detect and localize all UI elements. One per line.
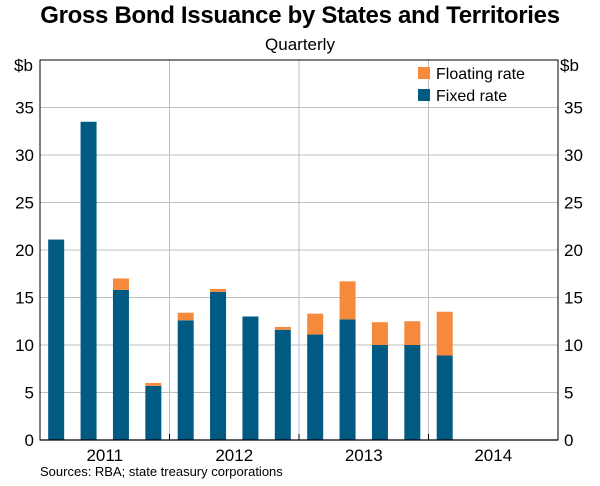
chart-subtitle: Quarterly <box>265 35 335 54</box>
axes: 0 0 5 5 10 10 15 15 20 20 25 25 30 30 35 35 2011 2012 2013… <box>15 59 583 465</box>
y-tick-left-0: 0 <box>25 431 34 450</box>
bar-fixed-Q1-2012 <box>274 329 291 440</box>
y-tick-right-35: 35 <box>564 99 583 118</box>
bar-fixed-Q2-2011 <box>177 320 194 440</box>
right-unit-label: $b <box>560 56 579 75</box>
bars <box>48 121 453 440</box>
y-tick-left-25: 25 <box>15 194 34 213</box>
bar-fixed-Q4-2012 <box>371 345 388 440</box>
bar-floating-Q3-2011 <box>210 288 227 292</box>
bar-fixed-Q1-2011 <box>145 385 162 440</box>
y-tick-left-5: 5 <box>25 384 34 403</box>
bar-floating-Q1-2012 <box>274 326 291 330</box>
bar-floating-Q1-2011 <box>145 383 162 386</box>
y-tick-left-35: 35 <box>15 99 34 118</box>
bar-fixed-Q2-2012 <box>307 334 324 440</box>
bar-floating-Q2-2011 <box>177 312 194 321</box>
bar-floating-Q4-2012 <box>371 322 388 345</box>
y-tick-right-5: 5 <box>564 384 573 403</box>
bar-fixed-Q4-2011 <box>242 316 259 440</box>
left-unit-label: $b <box>14 56 33 75</box>
bar-fixed-Q2-2013 <box>436 355 453 440</box>
bar-fixed-Q3-2010 <box>80 121 97 440</box>
bar-fixed-Q3-2012 <box>339 319 356 440</box>
x-year-label-2013: 2013 <box>345 446 383 465</box>
source-note: Sources: RBA; state treasury corporation… <box>40 464 283 479</box>
y-tick-right-0: 0 <box>564 431 573 450</box>
bar-fixed-Q4-2010 <box>112 289 129 440</box>
bar-fixed-Q1-2013 <box>404 345 421 440</box>
bar-floating-Q2-2012 <box>307 313 324 335</box>
bar-floating-Q2-2013 <box>436 311 453 356</box>
y-tick-right-30: 30 <box>564 146 583 165</box>
bar-floating-Q1-2013 <box>404 321 421 345</box>
legend-label-floating-rate: Floating rate <box>436 66 525 83</box>
bar-floating-Q4-2010 <box>112 278 129 290</box>
y-tick-right-25: 25 <box>564 194 583 213</box>
legend: Floating rate Fixed rate <box>418 66 525 105</box>
y-tick-right-10: 10 <box>564 336 583 355</box>
x-year-label-2011: 2011 <box>86 446 123 465</box>
chart-title: Gross Bond Issuance by States and Territ… <box>40 2 560 29</box>
y-tick-left-30: 30 <box>15 146 34 165</box>
x-year-label-2012: 2012 <box>215 446 253 465</box>
y-tick-right-15: 15 <box>564 289 583 308</box>
y-tick-left-15: 15 <box>15 289 34 308</box>
legend-label-fixed-rate: Fixed rate <box>436 88 507 105</box>
bar-fixed-Q3-2011 <box>210 291 227 440</box>
legend-swatch-fixed-rate <box>418 89 430 101</box>
y-tick-left-10: 10 <box>15 336 34 355</box>
bar-fixed-Q2-2010 <box>48 239 65 440</box>
x-year-label-2014: 2014 <box>474 446 512 465</box>
bar-floating-Q3-2012 <box>339 281 356 320</box>
y-tick-left-20: 20 <box>15 241 34 260</box>
legend-swatch-floating-rate <box>418 67 430 79</box>
y-tick-right-20: 20 <box>564 241 583 260</box>
